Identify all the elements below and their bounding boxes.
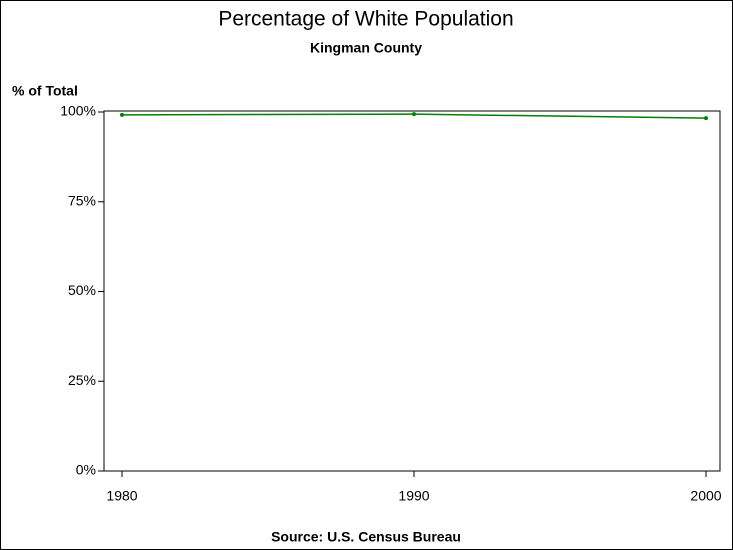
x-tick-label: 1980	[106, 488, 137, 504]
source-note: Source: U.S. Census Bureau	[271, 529, 461, 545]
y-tick-label: 0%	[76, 462, 96, 478]
y-tick-label: 75%	[68, 192, 96, 208]
x-tick-label: 1990	[398, 488, 429, 504]
x-tick-label: 2000	[690, 488, 721, 504]
y-tick-label: 100%	[60, 103, 96, 119]
y-axis-label: % of Total	[12, 83, 78, 99]
chart-subtitle: Kingman County	[310, 40, 422, 56]
data-point	[412, 112, 416, 117]
data-point	[704, 116, 708, 121]
chart-title: Percentage of White Population	[218, 8, 513, 31]
y-tick-label: 25%	[68, 372, 96, 388]
y-tick-label: 50%	[68, 282, 96, 298]
data-point	[120, 112, 124, 117]
